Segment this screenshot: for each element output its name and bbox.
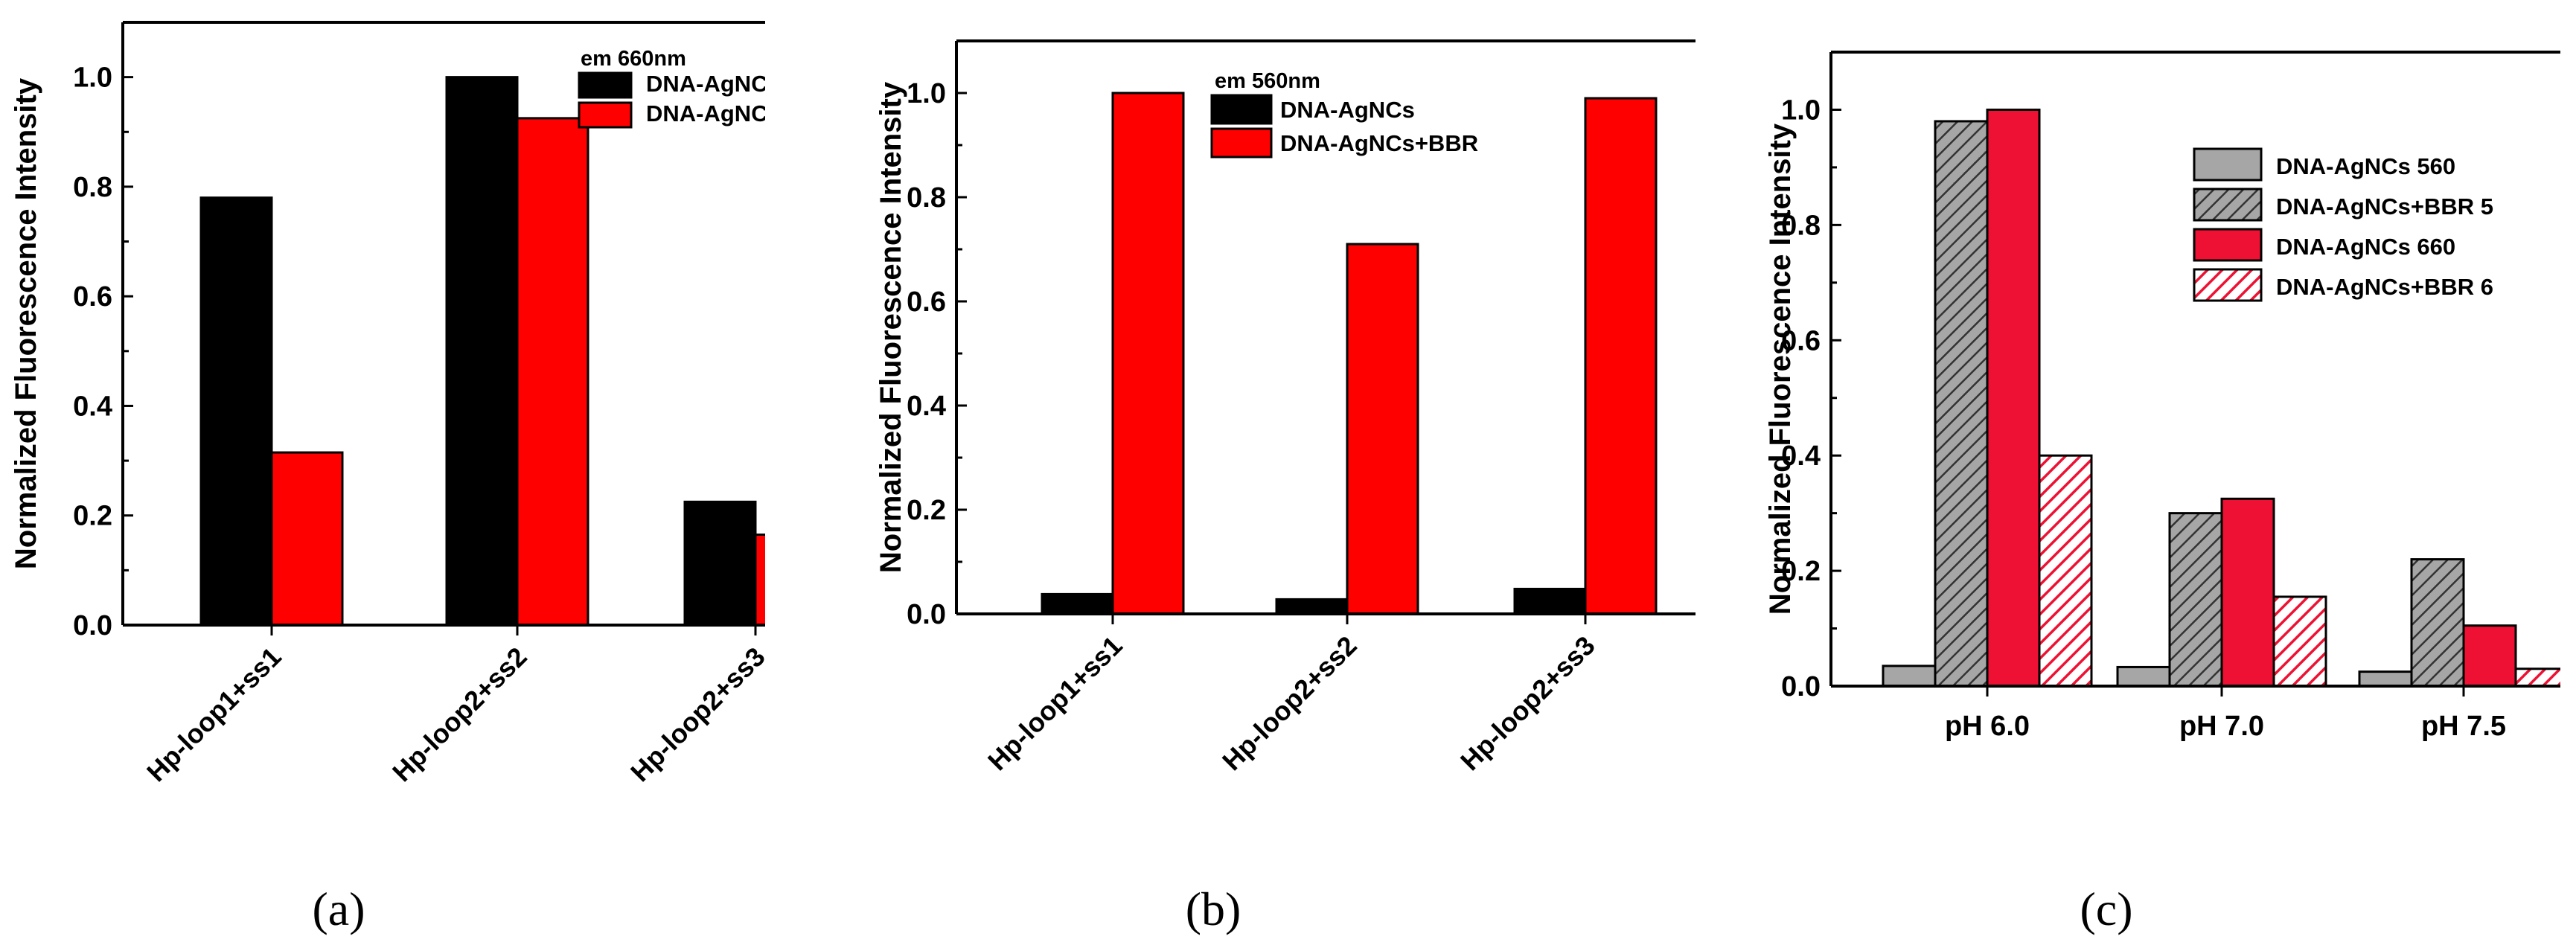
bar-2-1 bbox=[1111, 92, 1185, 615]
y-tick-label: 0.0 bbox=[1781, 671, 1821, 702]
x-tick-label: pH 7.0 bbox=[2179, 711, 2264, 742]
y-tick-label: 0.2 bbox=[907, 495, 946, 526]
bars bbox=[1882, 108, 2560, 688]
bar-1-1 bbox=[1882, 665, 1937, 688]
legend-swatch-4 bbox=[2193, 268, 2263, 302]
x-tick-label: pH 6.0 bbox=[1945, 711, 2030, 742]
bar-2-2 bbox=[1346, 243, 1419, 615]
legend-label-1: DNA-AgNCs 560 bbox=[2276, 153, 2455, 179]
y-axis-title: Normalized Fluorescence Intensity bbox=[10, 77, 42, 569]
legend-swatch-1 bbox=[578, 71, 633, 99]
bar-2-1 bbox=[1934, 120, 1989, 688]
bar-4-1 bbox=[2038, 454, 2093, 688]
panel-label: (b) bbox=[1186, 883, 1241, 935]
y-tick-label: 0.8 bbox=[1781, 210, 1821, 241]
y-tick-label: 0.8 bbox=[73, 172, 112, 203]
bar-3-3 bbox=[2462, 624, 2517, 688]
y-tick-label: 1.0 bbox=[1781, 95, 1821, 126]
y-tick-label: 0.8 bbox=[907, 182, 946, 214]
chart-panel-a: 0.0 0.2 0.4 0.6 0.8 1.0 Hp-loop1+ss1 Hp-loop2+s… bbox=[10, 21, 771, 935]
bar-1-3 bbox=[683, 500, 757, 627]
legend-label-1: DNA-AgNC bbox=[646, 71, 768, 97]
legend-swatch-2 bbox=[578, 101, 633, 129]
x-tick-label: Hp-loop1+ss1 bbox=[982, 630, 1128, 777]
bar-3-2 bbox=[2220, 497, 2275, 688]
legend-swatch-2 bbox=[2193, 188, 2263, 222]
y-axis-title: Normalized Fluorescence Intensity bbox=[875, 81, 907, 573]
x-tick-label: Hp-loop2+ss2 bbox=[1216, 630, 1363, 777]
y-tick-label: 1.0 bbox=[907, 78, 946, 109]
legend-swatch-2 bbox=[1210, 127, 1273, 158]
panel-label: (c) bbox=[2080, 883, 2132, 935]
x-tick-label: Hp-loop2+ss3 bbox=[624, 641, 771, 788]
chart-panel-b: 0.0 0.2 0.4 0.6 0.8 1.0 Hp-loop1+ss1 Hp-loop2+s… bbox=[875, 39, 1696, 935]
y-tick-label: 0.0 bbox=[73, 610, 112, 641]
bar-2-3 bbox=[2410, 558, 2465, 688]
legend-label-1: DNA-AgNCs bbox=[1280, 97, 1415, 123]
bar-4-2 bbox=[2272, 595, 2327, 688]
x-tick-label: pH 7.5 bbox=[2421, 711, 2506, 742]
legend-label-4: DNA-AgNCs+BBR 6 bbox=[2276, 274, 2493, 300]
bar-2-2 bbox=[2168, 512, 2223, 688]
y-tick-label: 0.4 bbox=[1781, 441, 1821, 472]
bar-2-2 bbox=[516, 117, 589, 627]
bar-2-1 bbox=[270, 451, 344, 627]
legend-swatch-1 bbox=[2193, 147, 2263, 182]
x-tick-label: Hp-loop1+ss1 bbox=[141, 641, 287, 788]
bar-4-3 bbox=[2514, 667, 2560, 688]
legend-swatch-1 bbox=[1210, 94, 1273, 125]
y-tick-label: 0.4 bbox=[73, 391, 112, 422]
y-tick-label: 0.6 bbox=[907, 286, 946, 318]
y-axis-title: Normalized Fluorescence Intensity bbox=[1764, 123, 1797, 615]
bar-1-2 bbox=[2116, 665, 2171, 688]
y-tick-label: 0.4 bbox=[907, 391, 946, 422]
bar-1-3 bbox=[2358, 670, 2413, 688]
legend: DNA-AgNCs 560 DNA-AgNCs+BBR 5 DNA-AgNCs 66… bbox=[2193, 147, 2493, 302]
chart-panel-c: 0.0 0.2 0.4 0.6 0.8 1.0 pH 6.0 pH 7.0 pH 7.5 Norm… bbox=[1764, 51, 2560, 935]
bars bbox=[199, 76, 765, 627]
y-tick-label: 0.2 bbox=[1781, 556, 1821, 587]
y-tick-label: 0.6 bbox=[73, 281, 112, 313]
y-tick-label: 0.2 bbox=[73, 501, 112, 532]
legend-title: em 660nm bbox=[581, 47, 686, 71]
legend: em 560nm DNA-AgNCs DNA-AgNCs+BBR bbox=[1210, 69, 1478, 158]
bar-2-3 bbox=[754, 534, 765, 627]
y-tick-label: 0.0 bbox=[907, 599, 946, 630]
x-tick-label: Hp-loop2+ss3 bbox=[1454, 630, 1601, 777]
bar-2-3 bbox=[1584, 97, 1658, 615]
bar-1-1 bbox=[1041, 592, 1114, 615]
y-tick-label: 0.6 bbox=[1781, 325, 1821, 356]
y-tick-label: 1.0 bbox=[73, 63, 112, 94]
x-tick-label: Hp-loop2+ss2 bbox=[386, 641, 533, 788]
bars bbox=[1041, 92, 1658, 615]
legend-title: em 560nm bbox=[1215, 69, 1320, 93]
bar-1-3 bbox=[1513, 587, 1587, 615]
bar-1-2 bbox=[1275, 598, 1349, 615]
bar-3-1 bbox=[1986, 108, 2041, 688]
bar-1-2 bbox=[445, 76, 519, 627]
legend-label-2: DNA-AgNCs+BBR bbox=[1280, 130, 1478, 156]
legend-label-2: DNA-AgNC bbox=[646, 100, 768, 127]
panel-label: (a) bbox=[312, 883, 365, 935]
legend-label-2: DNA-AgNCs+BBR 5 bbox=[2276, 193, 2493, 220]
legend-label-3: DNA-AgNCs 660 bbox=[2276, 234, 2455, 260]
legend-swatch-3 bbox=[2193, 228, 2263, 262]
bar-1-1 bbox=[199, 196, 273, 627]
